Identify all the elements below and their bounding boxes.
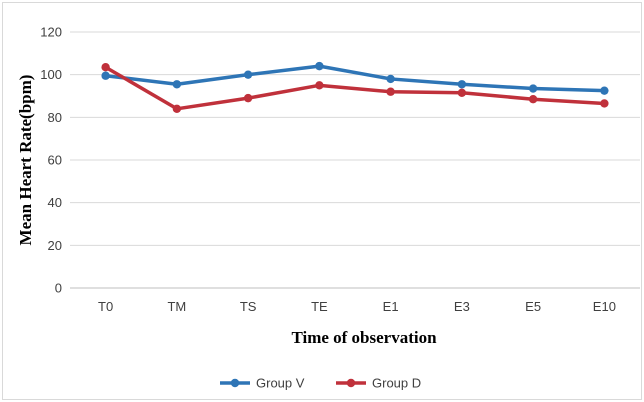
legend-marker-group-v bbox=[230, 378, 240, 388]
x-tick-label: TS bbox=[240, 299, 257, 314]
x-tick-label: TE bbox=[311, 299, 328, 314]
y-tick-label: 60 bbox=[48, 153, 62, 168]
x-axis-title: Time of observation bbox=[291, 328, 437, 347]
legend-label-group-v: Group V bbox=[256, 376, 305, 391]
data-point-group-d bbox=[528, 95, 538, 104]
y-tick-labels: 0 20 40 60 80 100 120 bbox=[40, 25, 62, 296]
data-point-group-d bbox=[172, 104, 182, 114]
data-point-group-d bbox=[457, 88, 467, 98]
data-point-group-d bbox=[243, 93, 253, 103]
data-point-group-d bbox=[315, 81, 324, 90]
series-line-group-v bbox=[103, 64, 607, 93]
y-tick-label: 80 bbox=[48, 110, 62, 125]
legend: Group V Group D bbox=[220, 376, 421, 391]
data-point-group-v bbox=[528, 84, 538, 93]
data-point-group-v bbox=[243, 70, 253, 79]
data-point-group-d bbox=[386, 87, 395, 96]
data-point-group-v bbox=[457, 80, 467, 89]
x-tick-labels: T0 TM TS TE E1 E3 E5 E10 bbox=[98, 299, 616, 314]
x-tick-label: E3 bbox=[454, 299, 470, 314]
series-line-group-d bbox=[103, 65, 607, 111]
y-tick-label: 120 bbox=[40, 25, 62, 40]
y-tick-label: 100 bbox=[40, 67, 62, 82]
data-point-group-v bbox=[386, 74, 395, 84]
x-tick-label: E10 bbox=[593, 299, 616, 314]
x-tick-label: TM bbox=[167, 299, 186, 314]
x-tick-label: E5 bbox=[525, 299, 541, 314]
gridlines bbox=[70, 31, 640, 289]
legend-marker-group-d bbox=[346, 378, 356, 388]
data-point-group-v bbox=[101, 71, 110, 80]
data-point-group-d bbox=[101, 62, 110, 72]
data-point-group-v bbox=[600, 86, 609, 95]
data-point-group-d bbox=[600, 99, 609, 108]
x-tick-label: E1 bbox=[383, 299, 399, 314]
data-point-group-v bbox=[315, 61, 324, 71]
y-tick-label: 0 bbox=[55, 281, 62, 296]
series-lines bbox=[101, 61, 609, 114]
data-point-group-v bbox=[172, 80, 182, 89]
legend-label-group-d: Group D bbox=[372, 376, 421, 391]
x-tick-label: T0 bbox=[98, 299, 113, 314]
y-tick-label: 40 bbox=[48, 195, 62, 210]
y-tick-label: 20 bbox=[48, 238, 62, 253]
y-axis-title: Mean Heart Rate(bpm) bbox=[16, 75, 35, 246]
